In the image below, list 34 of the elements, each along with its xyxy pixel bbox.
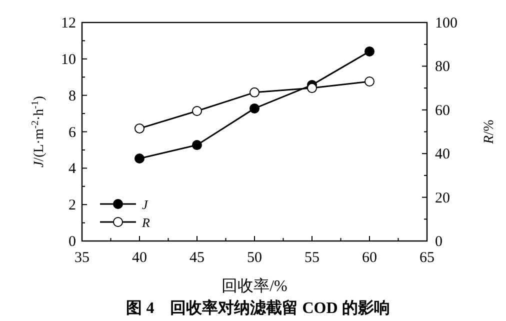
x-tick-label: 55	[304, 250, 320, 266]
point	[134, 154, 144, 164]
x-axis-title: 回收率/%	[222, 277, 288, 295]
point	[307, 83, 317, 94]
point	[364, 76, 374, 86]
y2-tick-label: 60	[435, 102, 450, 119]
x-tick-label: 50	[247, 250, 262, 266]
point	[134, 123, 144, 134]
legend-label: R	[141, 215, 150, 230]
point	[364, 46, 374, 56]
x-tick-label: 45	[190, 250, 204, 266]
x-tick-label: 60	[362, 250, 377, 266]
y2-axis-title: R/%	[482, 119, 497, 145]
x-tick-label: 35	[74, 250, 90, 266]
y2-tick-label: 80	[435, 59, 450, 76]
point	[192, 140, 202, 150]
y-tick-label: 12	[61, 16, 76, 32]
y-tick-label: 2	[68, 198, 76, 214]
legend-label: J	[142, 197, 149, 212]
point	[250, 103, 260, 114]
point	[192, 106, 202, 116]
y2-tick-label: 100	[435, 16, 458, 32]
y-tick-label: 4	[68, 161, 76, 178]
y-tick-label: 10	[61, 52, 76, 68]
y2-tick-label: 0	[435, 234, 442, 250]
text: 图 4 回收率对纳滤截留 COD 的影响	[126, 298, 390, 317]
y2-tick-label: 20	[435, 190, 450, 206]
y-tick-label: 0	[68, 234, 76, 250]
y-tick-label: 8	[68, 88, 76, 104]
y2-tick-label: 40	[435, 146, 450, 163]
y-tick-label: 6	[68, 124, 76, 141]
x-tick-label: 40	[132, 250, 147, 266]
point	[250, 87, 260, 98]
x-tick-label: 65	[420, 250, 434, 266]
